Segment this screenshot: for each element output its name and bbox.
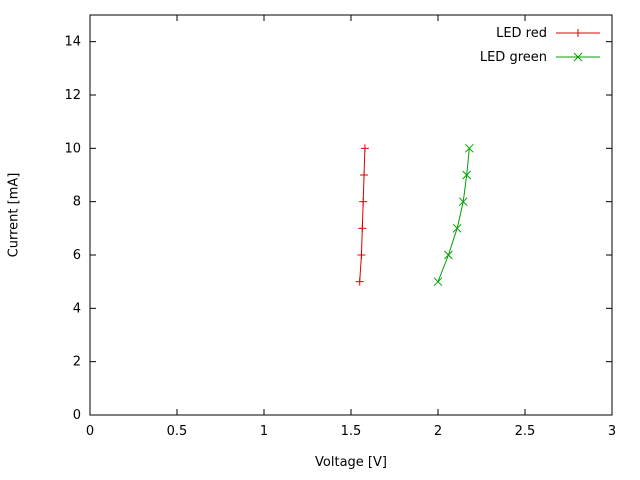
x-tick-label: 2 [434, 424, 442, 439]
x-tick-label: 0.5 [167, 424, 188, 439]
plot-border [89, 14, 613, 416]
x-tick-label: 1 [260, 424, 268, 439]
cross-marker-icon [462, 170, 472, 180]
series-led-green [433, 143, 474, 287]
cross-marker-icon [464, 143, 474, 153]
legend-label: LED red [496, 26, 547, 41]
x-tick-label: 3 [608, 424, 616, 439]
y-tick-label: 4 [73, 301, 81, 316]
series-led-red [355, 144, 369, 286]
cross-marker-icon [452, 223, 462, 233]
y-tick-label: 14 [64, 35, 81, 50]
series-line [437, 148, 470, 282]
y-tick-label: 10 [64, 141, 81, 156]
cross-marker-icon [433, 277, 443, 287]
y-tick-label: 8 [73, 195, 81, 210]
cross-marker-icon [573, 52, 583, 62]
cross-marker-icon [444, 250, 453, 260]
y-tick-label: 0 [73, 408, 81, 423]
x-tick-label: 0 [86, 424, 94, 439]
y-tick-label: 2 [73, 355, 81, 370]
legend-entry-led-red: LED red [496, 26, 600, 41]
x-axis-label: Voltage [V] [315, 455, 387, 470]
y-tick-label: 12 [64, 88, 81, 103]
legend-label: LED green [480, 50, 547, 65]
legend-entry-led-green: LED green [480, 50, 600, 65]
y-axis-label: Current [mA] [6, 172, 22, 258]
cross-marker-icon [458, 197, 468, 207]
x-tick-label: 1.5 [341, 424, 362, 439]
y-tick-label: 6 [73, 248, 81, 263]
x-tick-label: 2.5 [515, 424, 536, 439]
series-line [359, 148, 366, 282]
